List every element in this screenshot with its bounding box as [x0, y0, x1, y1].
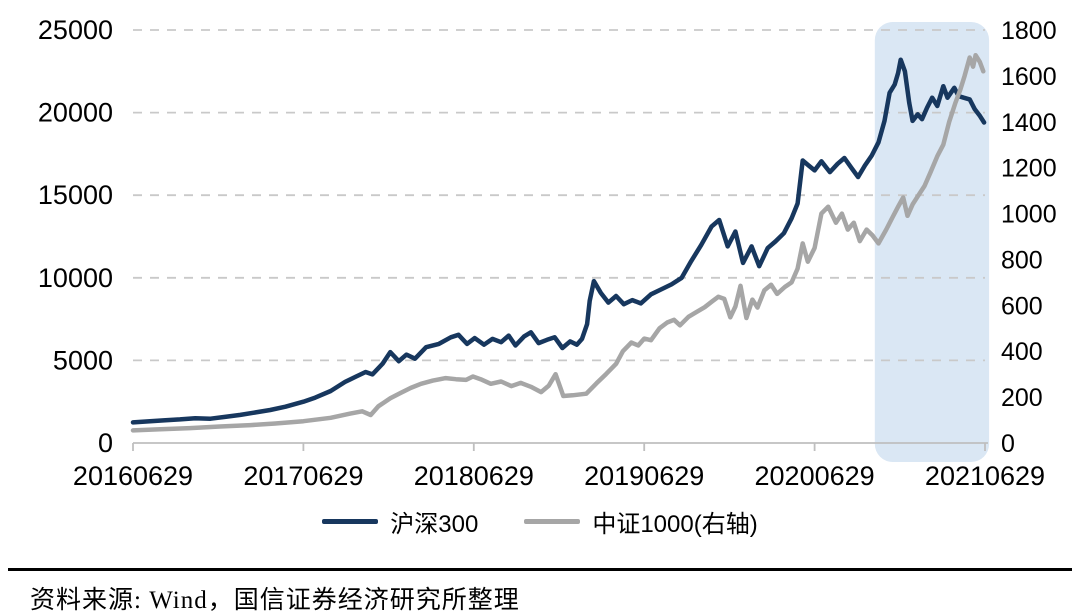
series-line-hs300	[130, 57, 987, 425]
series-line-zz1000	[130, 52, 986, 433]
right-axis-tick-label: 1400	[1001, 109, 1057, 137]
left-axis-tick-label: 5000	[53, 345, 113, 375]
right-axis-tick-label: 1000	[1001, 201, 1057, 229]
x-axis-tick-label: 20200629	[755, 461, 875, 491]
highlight-band	[874, 22, 990, 462]
right-axis-tick-label: 1800	[1001, 17, 1057, 45]
left-axis-tick-label: 10000	[38, 263, 113, 293]
legend-item-hs300: 沪深300	[322, 504, 478, 539]
left-axis-tick-label: 15000	[38, 180, 113, 210]
right-axis-tick-label: 1600	[1001, 63, 1057, 91]
x-axis-tick-label: 20180629	[414, 461, 534, 491]
legend-label-zz1000: 中证1000(右轴)	[592, 510, 758, 538]
x-axis-tick-label: 20160629	[73, 461, 193, 491]
chart-canvas: 2500020000150001000050000180016001400120…	[38, 15, 1057, 491]
legend-line-swatch-hs300	[322, 518, 379, 524]
right-axis-tick-label: 0	[1001, 430, 1015, 458]
x-axis-tick-label: 20170629	[243, 461, 363, 491]
dual-axis-line-chart: 25000 20000 15000 10000 5000 0 1800 1600 1400 120…	[38, 15, 1057, 491]
right-axis-tick-label: 800	[1001, 246, 1043, 274]
source-divider	[8, 568, 1072, 571]
right-axis-tick-label: 1200	[1001, 155, 1057, 183]
legend-line-swatch-zz1000	[524, 518, 581, 524]
left-axis-tick-label: 25000	[38, 15, 113, 45]
x-axis-tick-label: 20190629	[584, 461, 704, 491]
legend-item-zz1000: 中证1000(右轴)	[524, 504, 758, 539]
left-axis-tick-label: 0	[98, 428, 113, 458]
x-axis-tick-label: 20210629	[925, 461, 1045, 491]
left-axis-tick-label: 20000	[38, 98, 113, 128]
right-axis-tick-label: 400	[1001, 338, 1043, 366]
legend-label-hs300: 沪深300	[390, 510, 479, 538]
chart-legend: 沪深300 中证1000(右轴)	[0, 504, 1080, 538]
source-note: 资料来源: Wind，国信证券经济研究所整理	[30, 587, 520, 612]
right-axis-tick-label: 200	[1001, 384, 1043, 412]
right-axis-tick-label: 600	[1001, 292, 1043, 320]
